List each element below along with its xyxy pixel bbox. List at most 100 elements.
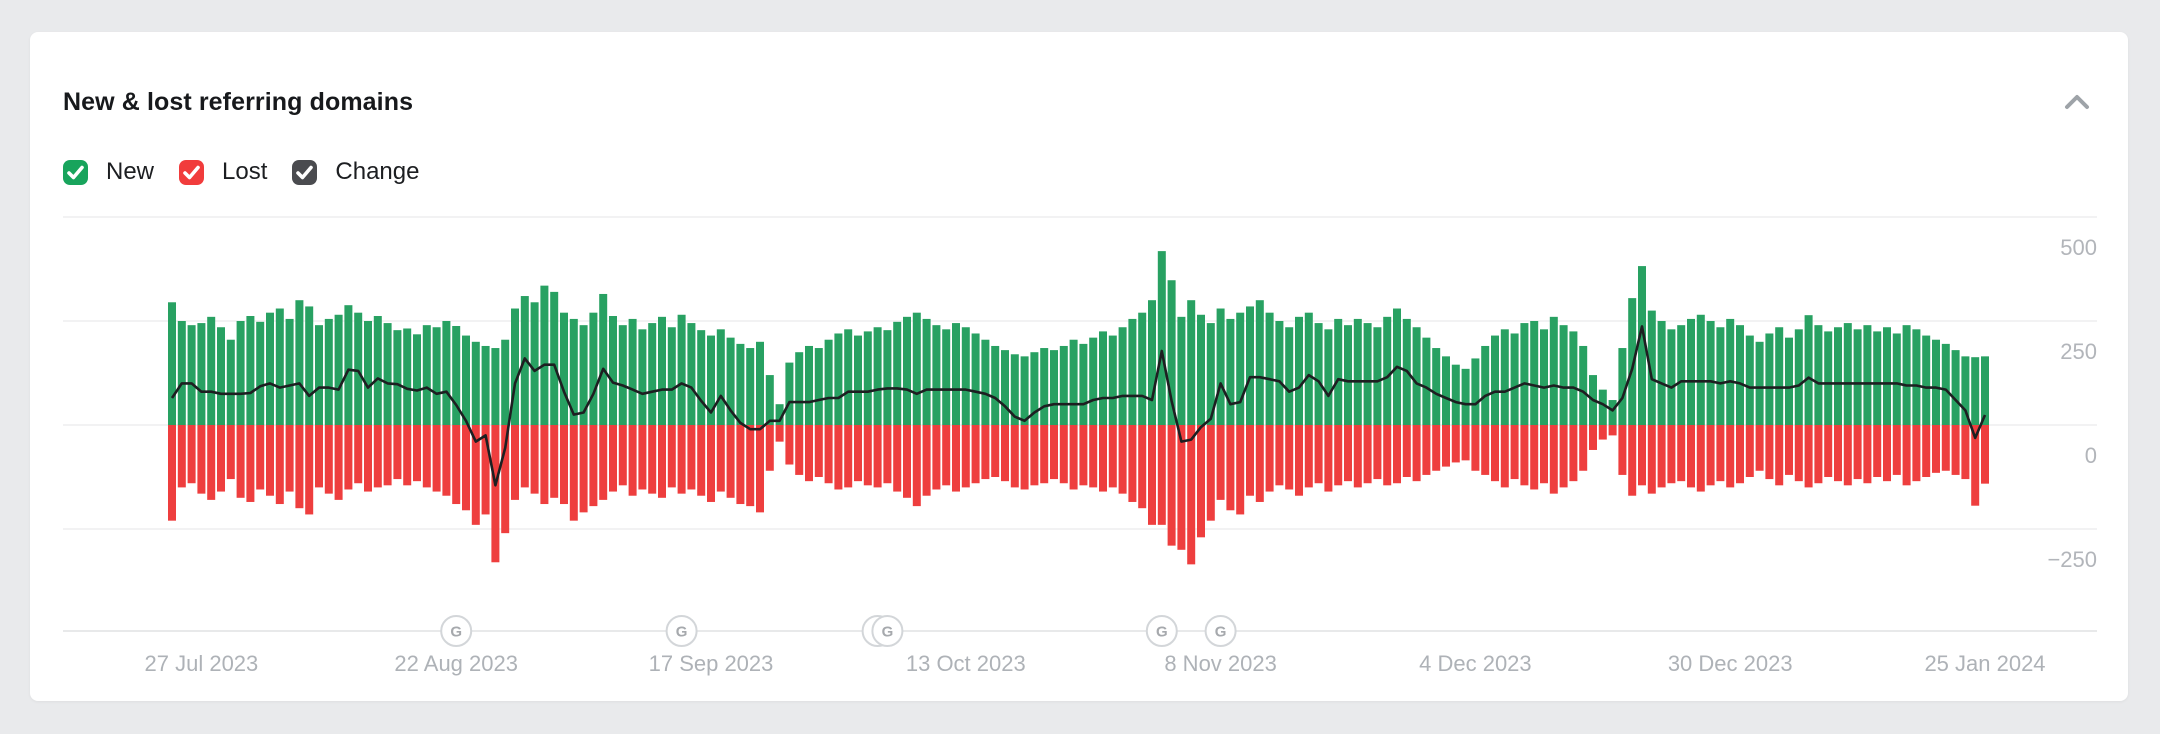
bar-lost[interactable] (1059, 425, 1068, 484)
bar-new[interactable] (1265, 312, 1274, 425)
bar-lost[interactable] (824, 425, 833, 484)
bar-lost[interactable] (1647, 425, 1656, 494)
bar-lost[interactable] (1843, 425, 1852, 486)
bar-lost[interactable] (912, 425, 921, 507)
bar-lost[interactable] (1912, 425, 1921, 482)
bar-new[interactable] (1696, 314, 1705, 425)
bar-lost[interactable] (1265, 425, 1274, 492)
bar-lost[interactable] (609, 425, 617, 492)
bar-new[interactable] (932, 325, 941, 425)
google-update-marker-icon[interactable]: G (440, 615, 473, 647)
bar-new[interactable] (1667, 329, 1676, 425)
bar-lost[interactable] (1118, 425, 1127, 494)
bar-new[interactable] (1765, 333, 1774, 425)
bar-new[interactable] (1491, 335, 1499, 425)
bar-lost[interactable] (1079, 425, 1088, 486)
bar-new[interactable] (1481, 345, 1490, 425)
bar-new[interactable] (1981, 356, 1989, 425)
bar-new[interactable] (1020, 356, 1029, 425)
bar-new[interactable] (324, 318, 333, 425)
bar-new[interactable] (1745, 335, 1754, 425)
bar-new[interactable] (1677, 325, 1686, 425)
bar-lost[interactable] (226, 425, 235, 480)
bar-new[interactable] (942, 329, 951, 425)
bar-new[interactable] (1295, 316, 1303, 425)
bar-new[interactable] (295, 300, 304, 425)
bar-lost[interactable] (1667, 425, 1676, 484)
bar-lost[interactable] (1304, 425, 1313, 488)
google-update-marker-icon[interactable]: G (1145, 615, 1178, 647)
bar-new[interactable] (550, 291, 559, 425)
bar-lost[interactable] (511, 425, 519, 500)
bar-new[interactable] (1451, 364, 1460, 425)
bar-new[interactable] (903, 316, 911, 425)
bar-new[interactable] (1344, 325, 1352, 425)
bar-new[interactable] (1794, 329, 1803, 425)
bar-new[interactable] (442, 321, 451, 425)
bar-new[interactable] (579, 325, 588, 425)
bar-new[interactable] (1108, 335, 1117, 425)
bar-lost[interactable] (1226, 425, 1235, 511)
bar-lost[interactable] (1442, 425, 1450, 467)
bar-lost[interactable] (707, 425, 715, 502)
bar-lost[interactable] (863, 425, 872, 486)
bar-lost[interactable] (805, 425, 813, 482)
bar-lost[interactable] (844, 425, 853, 488)
bar-lost[interactable] (1520, 425, 1529, 486)
bar-lost[interactable] (1148, 425, 1156, 525)
bar-lost[interactable] (1863, 425, 1872, 484)
bar-new[interactable] (844, 329, 853, 425)
bar-lost[interactable] (1255, 425, 1264, 502)
bar-lost[interactable] (540, 425, 549, 505)
bar-new[interactable] (1157, 251, 1166, 425)
bar-new[interactable] (824, 339, 833, 425)
bar-lost[interactable] (491, 425, 500, 563)
bar-lost[interactable] (1765, 425, 1774, 480)
bar-new[interactable] (1824, 331, 1833, 425)
bar-new[interactable] (1353, 318, 1362, 425)
google-update-marker-icon[interactable]: G (871, 615, 904, 647)
bar-lost[interactable] (1971, 425, 1980, 506)
bar-new[interactable] (393, 330, 402, 425)
bar-new[interactable] (1941, 343, 1950, 425)
bar-lost[interactable] (667, 425, 676, 488)
bar-new[interactable] (1834, 327, 1842, 425)
bar-new[interactable] (1922, 335, 1931, 425)
bar-lost[interactable] (569, 425, 578, 521)
bar-lost[interactable] (1383, 425, 1392, 486)
bar-new[interactable] (893, 321, 902, 425)
bar-new[interactable] (413, 334, 421, 425)
bar-new[interactable] (305, 306, 314, 425)
bar-new[interactable] (814, 348, 823, 425)
bar-lost[interactable] (883, 425, 892, 484)
bar-lost[interactable] (903, 425, 911, 498)
bar-new[interactable] (922, 318, 931, 425)
bar-new[interactable] (1187, 300, 1196, 425)
bar-new[interactable] (226, 339, 235, 425)
bar-lost[interactable] (922, 425, 931, 496)
bar-lost[interactable] (217, 425, 225, 492)
bar-lost[interactable] (746, 425, 755, 507)
bar-new[interactable] (1863, 325, 1872, 425)
bar-new[interactable] (667, 327, 676, 425)
bar-lost[interactable] (1373, 425, 1382, 480)
bar-new[interactable] (530, 302, 539, 425)
bar-new[interactable] (785, 362, 794, 425)
bar-lost[interactable] (1853, 425, 1862, 480)
bar-lost[interactable] (1618, 425, 1627, 475)
bar-new[interactable] (266, 312, 274, 425)
bar-lost[interactable] (393, 425, 402, 480)
bar-new[interactable] (1657, 321, 1666, 425)
bar-lost[interactable] (1324, 425, 1333, 492)
bar-new[interactable] (236, 321, 245, 425)
bar-new[interactable] (1373, 327, 1382, 425)
bar-lost[interactable] (854, 425, 862, 482)
bar-new[interactable] (1726, 318, 1735, 425)
bar-new[interactable] (1628, 298, 1637, 425)
bar-new[interactable] (1216, 308, 1225, 425)
bar-lost[interactable] (687, 425, 696, 490)
bar-lost[interactable] (1001, 425, 1009, 482)
bar-lost[interactable] (1167, 425, 1176, 546)
bar-new[interactable] (187, 325, 196, 425)
